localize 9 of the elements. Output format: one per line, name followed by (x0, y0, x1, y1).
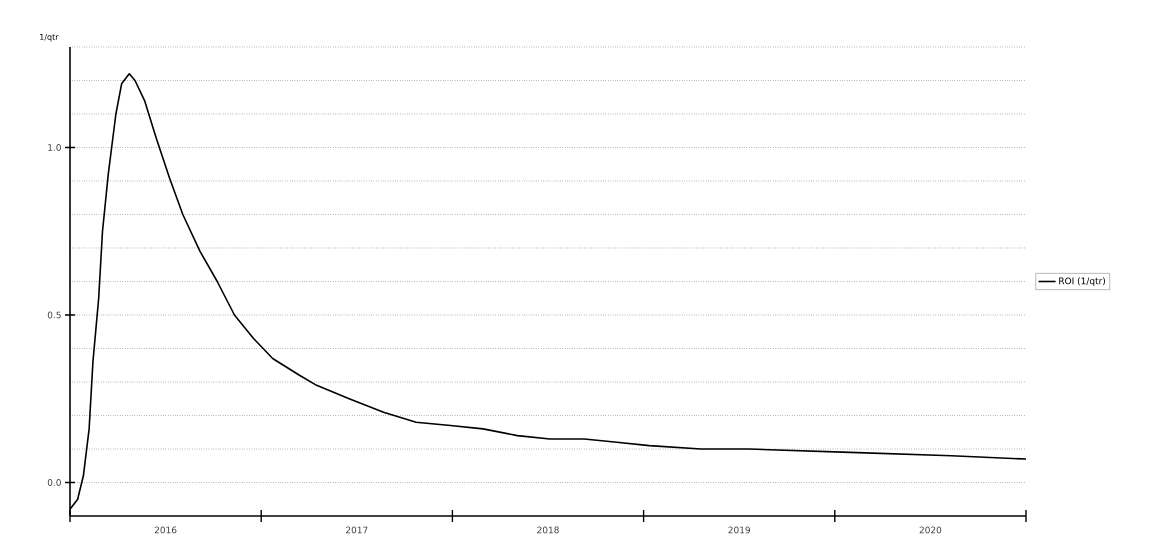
x-tick-label: 2017 (346, 526, 368, 534)
x-tick-label: 2019 (728, 526, 750, 534)
legend-label: ROI (1/qtr) (1059, 277, 1105, 287)
y-tick-label: 0.5 (47, 311, 61, 319)
y-tick-label: 1.0 (48, 144, 61, 151)
x-tick-label: 2020 (919, 526, 942, 534)
x-tick-label: 2018 (537, 526, 559, 534)
x-tick-label: 2016 (154, 526, 177, 534)
y-tick-label: 0.0 (47, 479, 61, 486)
